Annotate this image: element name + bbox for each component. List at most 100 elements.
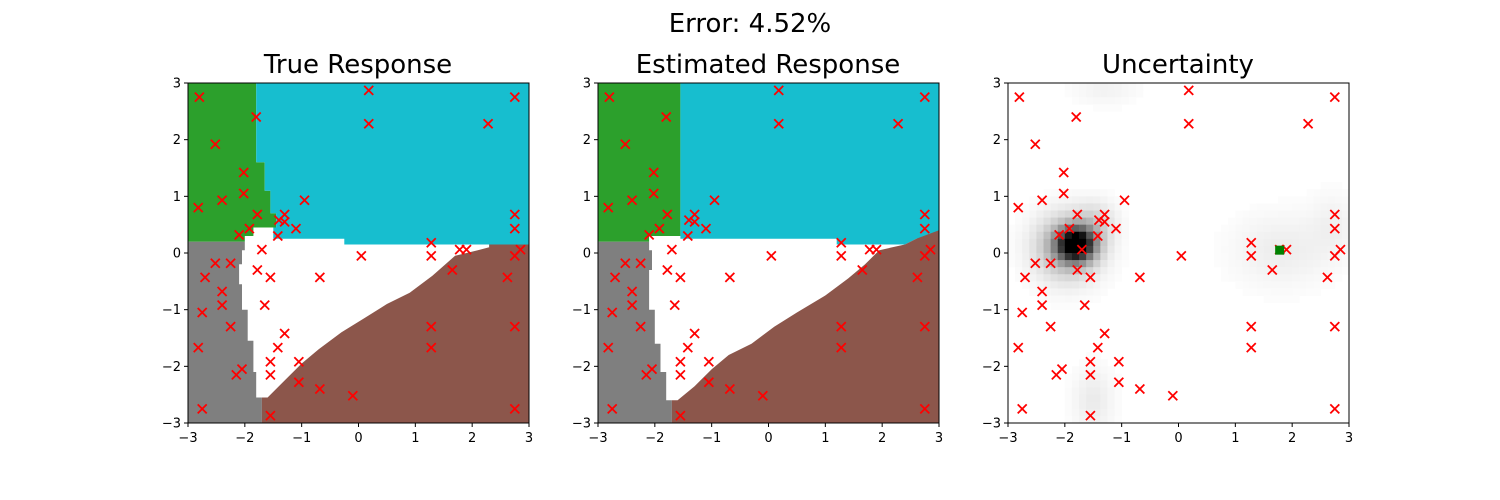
uncertainty-cell (1306, 196, 1314, 204)
sample-marker (363, 118, 374, 129)
uncertainty-cell (1093, 253, 1101, 261)
uncertainty-cell (1270, 245, 1279, 254)
uncertainty-cell (1064, 302, 1073, 311)
uncertainty-cell (1079, 267, 1087, 275)
uncertainty-cell (1093, 90, 1101, 98)
uncertainty-cell (1100, 203, 1108, 211)
sample-marker (1054, 229, 1065, 241)
sample-marker (1013, 342, 1024, 353)
uncertainty-cell (1107, 260, 1115, 268)
region-brown (261, 244, 529, 423)
uncertainty-cell (1086, 366, 1094, 374)
uncertainty-cell (1043, 217, 1052, 226)
uncertainty-cell (1079, 295, 1087, 303)
uncertainty-cell (1263, 238, 1272, 247)
region-gray (598, 241, 672, 423)
uncertainty-cell (1306, 245, 1314, 254)
sample-marker (509, 321, 520, 332)
uncertainty-cell (1071, 387, 1080, 396)
sample-marker (675, 272, 686, 283)
uncertainty-cell (1249, 281, 1258, 289)
sample-marker (193, 342, 204, 353)
uncertainty-cell (1299, 224, 1307, 233)
uncertainty-cell (1071, 373, 1080, 381)
uncertainty-cell (1277, 260, 1286, 268)
sample-marker (1092, 342, 1103, 353)
x-tick-label: 2 (878, 431, 886, 446)
sample-marker (1183, 118, 1194, 129)
uncertainty-cell (1036, 267, 1044, 275)
sample-marker (689, 216, 700, 227)
uncertainty-cell (1114, 267, 1123, 275)
uncertainty-cell (1107, 97, 1115, 105)
sample-marker (1085, 369, 1096, 380)
uncertainty-cell (1121, 203, 1130, 211)
uncertainty-cell (1334, 274, 1343, 282)
x-tick-label: 1 (1231, 431, 1239, 446)
uncertainty-cell (1043, 274, 1052, 282)
uncertainty-cell (1057, 217, 1066, 226)
uncertainty-cell (1064, 288, 1073, 296)
sample-marker (1099, 328, 1110, 339)
sample-marker (426, 250, 437, 261)
uncertainty-cell (1114, 224, 1123, 233)
uncertainty-cell (1292, 203, 1300, 211)
sample-marker (1329, 223, 1340, 234)
uncertainty-cell (1228, 274, 1236, 282)
sample-marker (1183, 85, 1194, 96)
uncertainty-cell (1285, 217, 1293, 226)
uncertainty-cell (1249, 224, 1258, 233)
uncertainty-cell (1313, 217, 1321, 226)
uncertainty-cell (1057, 224, 1066, 233)
uncertainty-cell (1071, 83, 1080, 91)
uncertainty-cell (1107, 394, 1115, 403)
sample-marker (662, 209, 673, 220)
sample-marker (1036, 299, 1048, 311)
uncertainty-cell (1277, 288, 1286, 296)
uncertainty-cell (1320, 238, 1329, 247)
sample-marker (635, 258, 646, 269)
uncertainty-cell (1079, 210, 1087, 218)
sample-marker (482, 118, 494, 129)
sample-marker (1013, 202, 1024, 213)
uncertainty-cell (1277, 274, 1286, 282)
uncertainty-cell (1008, 260, 1016, 268)
sample-marker (607, 307, 618, 318)
uncertainty-cell (1029, 210, 1037, 218)
uncertainty-cell (1242, 231, 1250, 240)
uncertainty-cell (1043, 203, 1052, 211)
sample-marker (238, 188, 249, 199)
uncertainty-cell (1107, 203, 1115, 211)
uncertainty-cell (1100, 196, 1108, 204)
sample-marker (210, 258, 221, 269)
uncertainty-cell (1285, 210, 1293, 218)
uncertainty-cell (1100, 189, 1108, 197)
sample-markers (603, 85, 936, 421)
uncertainty-cell (1015, 224, 1023, 233)
uncertainty-cell (1071, 97, 1080, 105)
uncertainty-cell (1043, 288, 1052, 296)
uncertainty-cell (1235, 245, 1243, 254)
sample-marker (662, 264, 673, 276)
sample-marker (193, 202, 204, 213)
uncertainty-cell (1270, 267, 1279, 275)
uncertainty-cell (1114, 380, 1123, 388)
sample-marker (757, 390, 768, 401)
uncertainty-cell (1235, 253, 1243, 261)
sample-marker (661, 111, 672, 123)
sample-marker (1113, 356, 1124, 367)
sample-marker (1110, 223, 1122, 234)
uncertainty-cell (1249, 203, 1258, 211)
uncertainty-cell (1071, 231, 1080, 240)
sample-marker (252, 209, 263, 220)
uncertainty-cell (1313, 231, 1321, 240)
x-tick-label: −2 (645, 431, 664, 446)
uncertainty-cell (1057, 196, 1066, 204)
uncertainty-cell (1079, 231, 1087, 240)
uncertainty-cell (1285, 274, 1293, 282)
uncertainty-cell (1327, 274, 1336, 282)
uncertainty-cell (1292, 288, 1300, 296)
uncertainty-cell (1057, 253, 1066, 261)
sample-marker (1017, 307, 1028, 318)
